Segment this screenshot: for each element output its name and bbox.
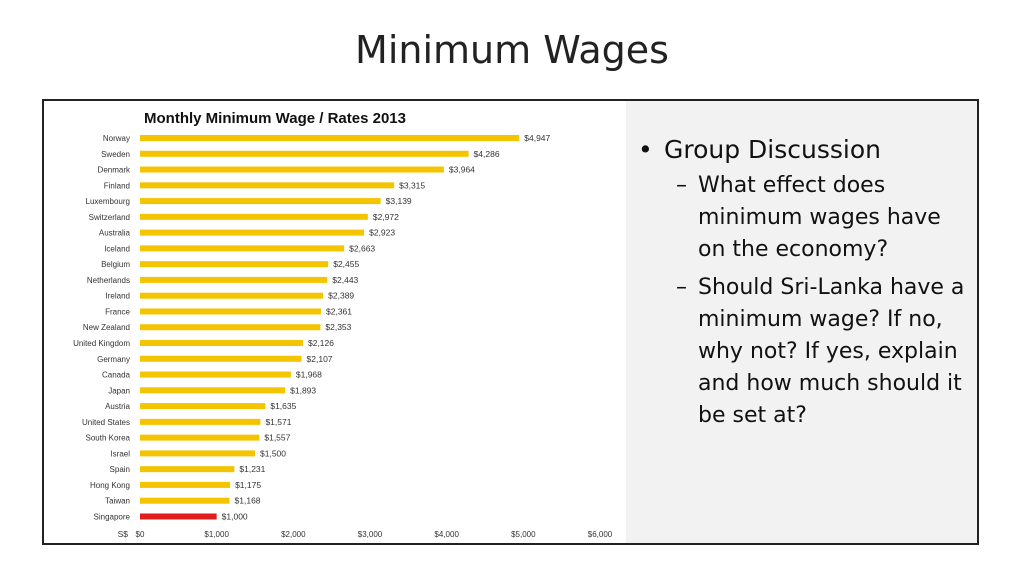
category-label: Netherlands xyxy=(87,276,130,285)
bar-spain xyxy=(140,466,235,473)
bar-australia xyxy=(140,229,365,236)
value-label: $4,286 xyxy=(474,149,500,159)
bar-belgium xyxy=(140,261,329,268)
bar-sweden xyxy=(140,150,469,157)
category-label: Belgium xyxy=(101,260,130,269)
minimum-wage-chart: Monthly Minimum Wage / Rates 2013 Norway $… xyxy=(73,110,613,539)
value-label: $4,947 xyxy=(524,133,550,143)
value-label: $2,126 xyxy=(308,338,334,348)
discussion-heading: Group Discussion xyxy=(664,135,882,164)
value-label: $1,231 xyxy=(239,464,265,474)
bar-canada xyxy=(140,371,291,378)
x-tick-label: $2,000 xyxy=(281,530,306,539)
value-label: $2,361 xyxy=(326,306,352,316)
category-label: Taiwan xyxy=(105,497,130,506)
x-tick-label: $5,000 xyxy=(511,530,536,539)
dash-icon: – xyxy=(676,173,687,198)
x-tick-label: $1,000 xyxy=(204,530,229,539)
value-label: $2,972 xyxy=(373,212,399,222)
bar-austria xyxy=(140,403,266,410)
category-label: Singapore xyxy=(94,512,131,521)
category-label: Switzerland xyxy=(89,213,130,222)
bar-hong-kong xyxy=(140,481,231,488)
x-tick-label: $0 xyxy=(136,530,145,539)
bar-france xyxy=(140,308,322,315)
value-label: $1,000 xyxy=(222,511,248,521)
value-label: $2,923 xyxy=(369,228,395,238)
bar-united-kingdom xyxy=(140,340,303,347)
value-label: $3,964 xyxy=(449,165,475,175)
bar-ireland xyxy=(140,292,324,299)
bar-japan xyxy=(140,387,286,394)
slide-title: Minimum Wages xyxy=(355,28,669,72)
x-tick-label: $6,000 xyxy=(588,530,613,539)
category-label: Israel xyxy=(110,449,130,458)
content-frame: Monthly Minimum Wage / Rates 2013 Norway $… xyxy=(42,99,979,545)
value-label: $2,107 xyxy=(307,354,333,364)
discussion-question-item: – Should Sri-Lanka have a minimum wage? … xyxy=(634,272,974,432)
bar-finland xyxy=(140,182,395,189)
bullet-icon: • xyxy=(638,135,653,164)
bar-denmark xyxy=(140,166,444,173)
value-label: $1,557 xyxy=(264,433,290,443)
category-label: Luxembourg xyxy=(86,197,130,206)
category-label: Finland xyxy=(104,181,130,190)
category-label: Australia xyxy=(99,229,131,238)
x-tick-label: $4,000 xyxy=(434,530,459,539)
chart-panel: Monthly Minimum Wage / Rates 2013 Norway $… xyxy=(44,101,626,543)
value-label: $2,353 xyxy=(325,322,351,332)
discussion-question-item: – What effect does minimum wages have on… xyxy=(634,170,974,266)
category-label: France xyxy=(105,307,130,316)
category-label: Austria xyxy=(105,402,130,411)
category-label: Denmark xyxy=(98,166,131,175)
value-label: $2,389 xyxy=(328,291,354,301)
category-label: Norway xyxy=(103,134,130,143)
value-label: $1,500 xyxy=(260,448,286,458)
bar-germany xyxy=(140,355,302,362)
bar-luxembourg xyxy=(140,198,381,205)
x-axis-unit-label: S$ xyxy=(118,529,129,539)
bar-norway xyxy=(140,135,520,141)
category-label: Japan xyxy=(108,386,130,395)
category-label: United States xyxy=(82,418,130,427)
bar-iceland xyxy=(140,245,345,252)
value-label: $2,455 xyxy=(333,259,359,269)
dash-icon: – xyxy=(676,275,687,300)
discussion-heading-item: • Group Discussion xyxy=(634,135,974,164)
bar-switzerland xyxy=(140,213,368,220)
bar-new-zealand xyxy=(140,324,321,331)
value-label: $1,571 xyxy=(265,417,291,427)
value-label: $3,315 xyxy=(399,180,425,190)
x-tick-label: $3,000 xyxy=(358,530,383,539)
category-label: Canada xyxy=(102,371,131,380)
value-label: $2,443 xyxy=(332,275,358,285)
category-label: United Kingdom xyxy=(73,339,130,348)
category-label: Spain xyxy=(110,465,130,474)
discussion-question: Should Sri-Lanka have a minimum wage? If… xyxy=(698,275,965,428)
category-label: Sweden xyxy=(101,150,130,159)
category-label: Iceland xyxy=(104,244,130,253)
bar-singapore xyxy=(140,513,217,520)
category-label: Hong Kong xyxy=(90,481,130,490)
discussion-panel: • Group Discussion – What effect does mi… xyxy=(634,135,974,438)
discussion-question: What effect does minimum wages have on t… xyxy=(698,173,941,262)
value-label: $3,139 xyxy=(386,196,412,206)
value-label: $1,168 xyxy=(235,496,261,506)
value-label: $1,635 xyxy=(270,401,296,411)
category-label: South Korea xyxy=(86,434,131,443)
bar-south-korea xyxy=(140,434,260,441)
category-label: Ireland xyxy=(106,292,130,301)
bar-netherlands xyxy=(140,276,328,283)
chart-title: Monthly Minimum Wage / Rates 2013 xyxy=(144,110,406,127)
value-label: $1,175 xyxy=(235,480,261,490)
category-label: Germany xyxy=(97,355,130,364)
value-label: $2,663 xyxy=(349,243,375,253)
category-label: New Zealand xyxy=(83,323,130,332)
bar-israel xyxy=(140,450,255,457)
value-label: $1,968 xyxy=(296,370,322,380)
bar-united-states xyxy=(140,418,261,425)
value-label: $1,893 xyxy=(290,385,316,395)
bar-taiwan xyxy=(140,497,230,504)
